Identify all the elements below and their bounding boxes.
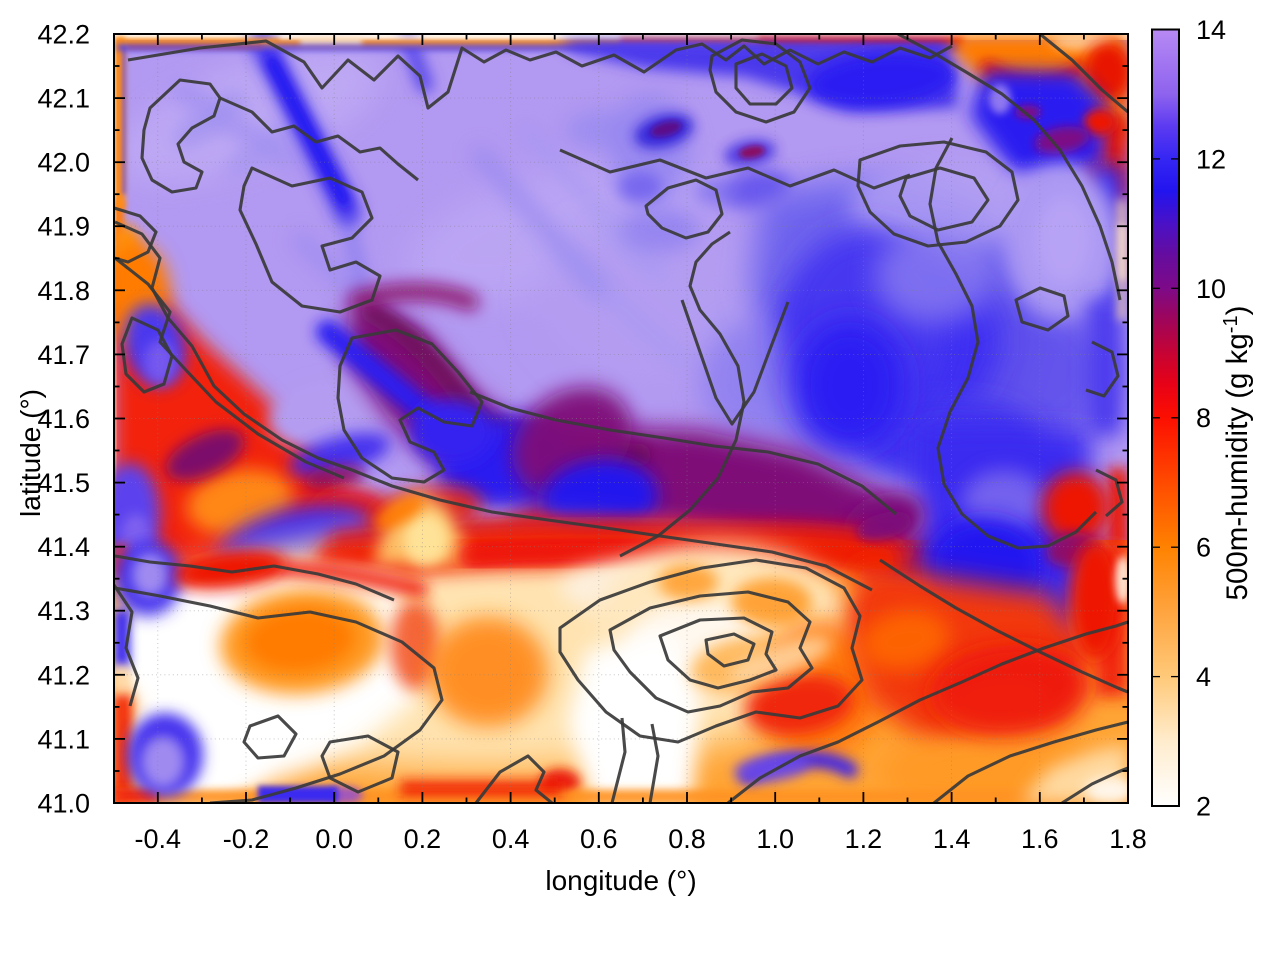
svg-text:8: 8 [1196, 403, 1211, 433]
svg-text:41.6: 41.6 [37, 404, 90, 434]
svg-text:0.2: 0.2 [404, 824, 442, 854]
svg-text:12: 12 [1196, 144, 1226, 174]
svg-text:41.7: 41.7 [37, 340, 90, 370]
svg-text:1.2: 1.2 [845, 824, 883, 854]
svg-text:longitude (°): longitude (°) [545, 865, 696, 896]
svg-text:500m-humidity (g kg-1): 500m-humidity (g kg-1) [1220, 306, 1254, 601]
svg-text:41.2: 41.2 [37, 660, 90, 690]
svg-text:41.4: 41.4 [37, 532, 90, 562]
svg-text:latitude (°): latitude (°) [15, 389, 46, 517]
svg-text:41.0: 41.0 [37, 789, 90, 819]
svg-text:42.1: 42.1 [37, 84, 90, 114]
svg-text:42.2: 42.2 [37, 20, 90, 50]
svg-text:1.0: 1.0 [756, 824, 794, 854]
svg-text:1.8: 1.8 [1109, 824, 1147, 854]
svg-text:14: 14 [1196, 15, 1226, 45]
svg-text:6: 6 [1196, 533, 1211, 563]
svg-text:-0.4: -0.4 [135, 824, 182, 854]
svg-text:0.4: 0.4 [492, 824, 530, 854]
svg-text:42.0: 42.0 [37, 148, 90, 178]
svg-text:41.5: 41.5 [37, 468, 90, 498]
svg-text:0.0: 0.0 [315, 824, 353, 854]
svg-text:1.4: 1.4 [933, 824, 971, 854]
svg-text:41.9: 41.9 [37, 212, 90, 242]
svg-text:41.1: 41.1 [37, 724, 90, 754]
svg-text:2: 2 [1196, 792, 1211, 822]
svg-text:4: 4 [1196, 662, 1211, 692]
svg-text:0.8: 0.8 [668, 824, 706, 854]
svg-text:41.3: 41.3 [37, 596, 90, 626]
svg-text:-0.2: -0.2 [223, 824, 270, 854]
svg-text:0.6: 0.6 [580, 824, 618, 854]
svg-text:1.6: 1.6 [1021, 824, 1059, 854]
svg-text:41.8: 41.8 [37, 276, 90, 306]
svg-text:10: 10 [1196, 274, 1226, 304]
